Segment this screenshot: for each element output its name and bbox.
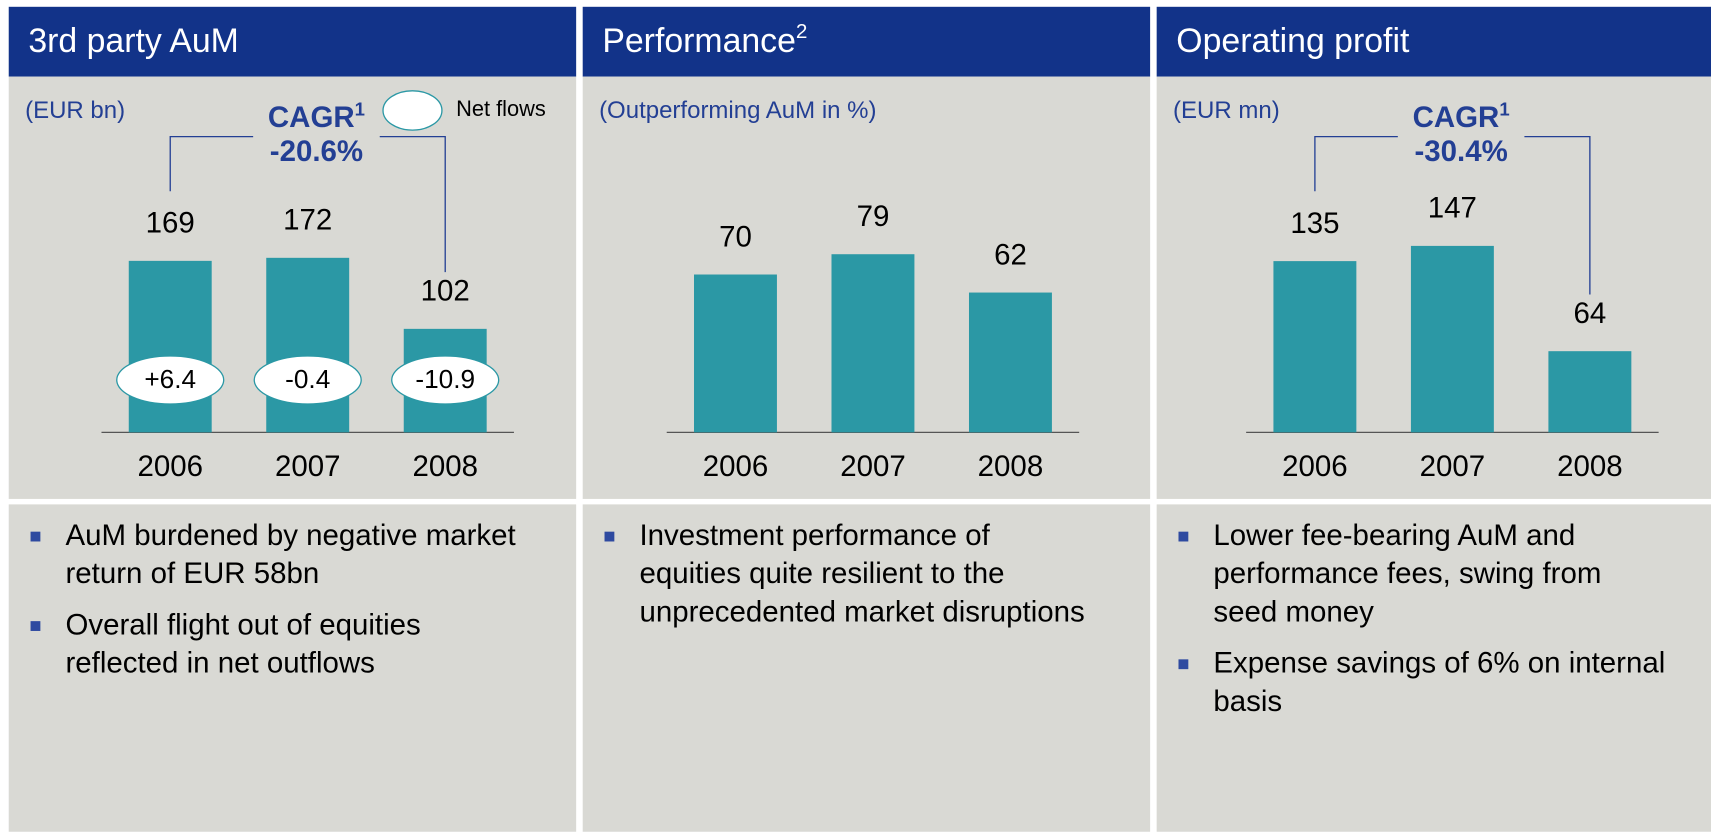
bar <box>1548 351 1632 433</box>
panel-header <box>582 6 1151 77</box>
value-label: 147 <box>1428 192 1477 225</box>
bullet-marker <box>30 531 41 542</box>
panel-title: Operating profit <box>1176 22 1410 60</box>
value-label: 172 <box>283 204 332 237</box>
value-label: 169 <box>146 207 195 240</box>
net-flow-label: +6.4 <box>144 364 196 394</box>
net-flow-label: -0.4 <box>285 364 330 394</box>
cagr-bracket <box>379 135 446 273</box>
cagr-sup: 1 <box>1499 98 1509 119</box>
value-label: 62 <box>994 238 1027 271</box>
net-flow-label: -10.9 <box>415 364 475 394</box>
value-label: 64 <box>1573 297 1606 330</box>
bar <box>1273 261 1357 433</box>
cagr-text: CAGR <box>1413 101 1500 134</box>
unit-label: (EUR bn) <box>25 97 125 124</box>
notes-panel <box>1156 504 1711 832</box>
value-label: 135 <box>1290 207 1339 240</box>
cagr-value: -20.6% <box>270 135 363 168</box>
panel-title-text: 3rd party AuM <box>28 22 239 60</box>
panel-title-text: Operating profit <box>1176 22 1410 60</box>
x-tick-label: 2006 <box>137 450 203 483</box>
value-label: 102 <box>421 275 470 308</box>
cagr-label: CAGR1 <box>1413 98 1510 134</box>
panel-title: 3rd party AuM <box>28 22 239 60</box>
cagr-bracket <box>169 135 254 192</box>
value-label: 70 <box>719 220 752 253</box>
cagr-bracket <box>1524 135 1591 295</box>
bar <box>1410 245 1494 433</box>
bar <box>266 257 350 433</box>
bullet-text: return of EUR 58bn <box>65 557 319 590</box>
bar <box>694 274 777 433</box>
bullet-marker <box>1178 531 1189 542</box>
bullet-text: AuM burdened by negative market <box>65 519 515 552</box>
cagr-bracket <box>1314 135 1398 192</box>
net-flow-bubble <box>253 355 362 405</box>
panel-title-text: Performance <box>602 22 796 60</box>
x-tick-label: 2007 <box>275 450 341 483</box>
bullet-marker <box>604 531 615 542</box>
unit-label: (EUR mn) <box>1173 97 1280 124</box>
x-tick-label: 2008 <box>1557 450 1623 483</box>
bullet-text: Lower fee-bearing AuM and <box>1213 519 1575 552</box>
x-tick-label: 2006 <box>703 450 769 483</box>
bullet-text: equities quite resilient to the <box>639 557 1004 590</box>
unit-label: (Outperforming AuM in %) <box>599 97 876 124</box>
bullet-text: seed money <box>1213 595 1374 628</box>
bar <box>968 292 1052 433</box>
notes-panel <box>8 504 577 832</box>
value-label: 79 <box>857 200 890 233</box>
bullet-text: unprecedented market disruptions <box>639 595 1084 628</box>
bullet-text: basis <box>1213 685 1282 718</box>
net-flow-bubble <box>391 355 500 405</box>
bullet-text: Expense savings of 6% on internal <box>1213 647 1665 680</box>
bar <box>128 260 212 433</box>
panel-title: Performance2 <box>602 20 807 59</box>
notes-panel <box>582 504 1151 832</box>
bullet-marker <box>30 621 41 631</box>
legend-label: Net flows <box>456 96 546 121</box>
x-tick-label: 2007 <box>1420 450 1486 483</box>
x-tick-label: 2006 <box>1282 450 1348 483</box>
cagr-label: CAGR1 <box>268 98 365 134</box>
x-tick-label: 2007 <box>840 450 906 483</box>
x-tick-label: 2008 <box>412 450 478 483</box>
x-tick-label: 2008 <box>978 450 1044 483</box>
bullet-text: Overall flight out of equities <box>65 608 420 641</box>
net-flow-bubble <box>116 355 225 405</box>
bullet-text: reflected in net outflows <box>65 647 374 680</box>
panel-title-sup: 2 <box>796 20 808 43</box>
cagr-sup: 1 <box>355 98 365 119</box>
bullet-text: Investment performance of <box>639 519 990 552</box>
cagr-value: -30.4% <box>1414 135 1507 168</box>
panel-header <box>1156 6 1711 77</box>
bullet-marker <box>1178 659 1189 670</box>
bar <box>831 254 915 433</box>
cagr-text: CAGR <box>268 101 355 134</box>
legend-symbol <box>382 90 443 131</box>
bullet-text: performance fees, swing from <box>1213 557 1601 590</box>
panel-header <box>8 6 577 77</box>
